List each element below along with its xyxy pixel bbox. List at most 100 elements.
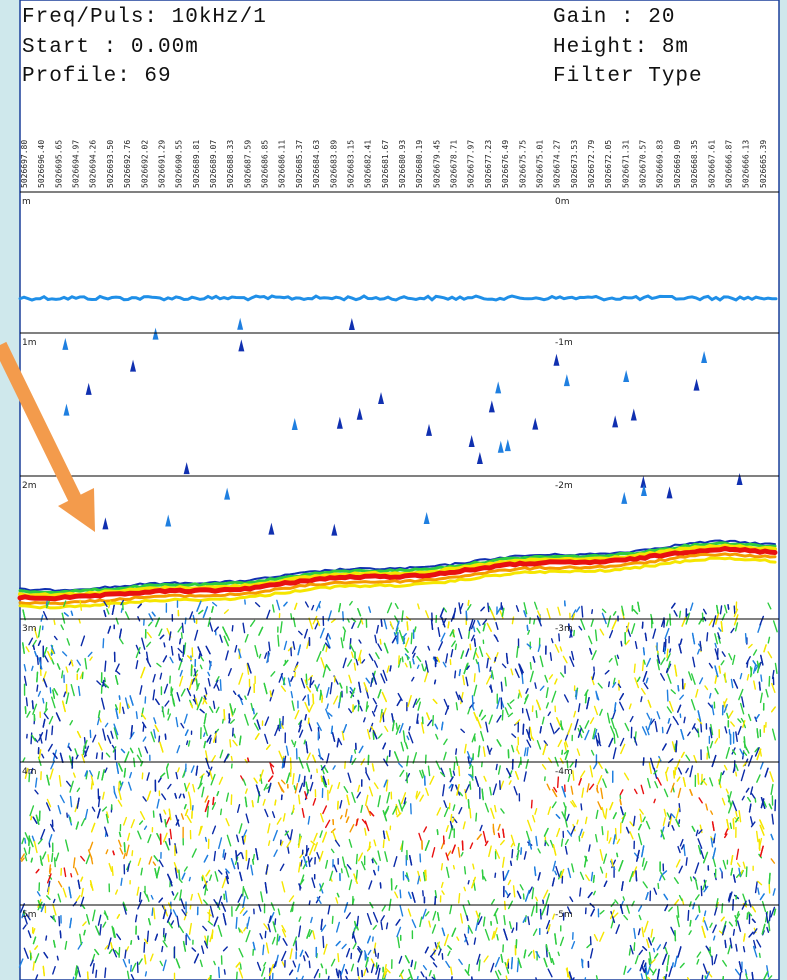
noise-echo	[399, 656, 400, 664]
coordinate-label: 5026673.53	[570, 140, 579, 188]
noise-echo	[37, 685, 38, 691]
noise-echo	[278, 635, 279, 646]
noise-echo	[223, 719, 224, 723]
noise-echo	[25, 839, 26, 843]
noise-echo	[501, 682, 502, 691]
coordinate-label: 5026676.49	[501, 140, 510, 188]
noise-echo	[60, 931, 61, 938]
noise-echo	[243, 887, 244, 896]
noise-echo	[121, 609, 122, 613]
noise-echo	[645, 969, 646, 973]
noise-echo	[221, 809, 222, 814]
noise-echo	[168, 709, 169, 714]
height: Height: 8m	[553, 36, 689, 59]
noise-echo	[670, 649, 671, 652]
noise-echo	[183, 794, 184, 797]
depth-label-right: -1m	[555, 338, 573, 348]
noise-echo	[490, 667, 491, 671]
noise-echo	[674, 771, 675, 778]
noise-echo	[567, 968, 568, 977]
noise-echo	[641, 697, 642, 702]
noise-echo	[621, 641, 622, 645]
noise-echo	[688, 911, 689, 921]
depth-label-right: -5m	[555, 910, 573, 920]
sonar-window: m0m1m-1m2m-2m3m-3m4m-4m5m-5m 5026697.805…	[0, 0, 787, 980]
noise-echo	[96, 970, 97, 977]
noise-echo	[380, 639, 381, 644]
noise-echo	[474, 627, 475, 632]
noise-echo	[378, 953, 379, 958]
coordinate-label: 5026672.05	[604, 140, 613, 188]
coordinate-label: 5026672.79	[587, 140, 596, 188]
noise-echo	[143, 725, 144, 732]
noise-echo	[496, 764, 497, 769]
noise-echo	[275, 800, 276, 805]
coordinate-label: 5026671.31	[621, 140, 630, 188]
noise-echo	[733, 930, 734, 936]
coordinate-label: 5026694.97	[72, 140, 81, 188]
noise-echo	[455, 671, 456, 678]
coordinate-label: 5026675.01	[535, 140, 544, 188]
coordinate-label: 5026674.27	[553, 140, 562, 188]
noise-echo	[293, 805, 294, 812]
noise-echo	[703, 918, 704, 922]
noise-echo	[31, 816, 32, 819]
noise-echo	[698, 774, 699, 784]
coordinate-label: 5026678.71	[450, 140, 459, 188]
noise-echo	[338, 970, 339, 977]
noise-echo	[236, 918, 237, 929]
noise-echo	[46, 601, 47, 605]
noise-echo	[132, 851, 133, 856]
noise-echo	[680, 611, 681, 617]
noise-echo	[470, 644, 471, 649]
noise-echo	[252, 801, 253, 807]
coordinate-label: 5026669.83	[656, 140, 665, 188]
noise-echo	[253, 709, 254, 714]
noise-echo	[536, 711, 537, 718]
noise-echo	[55, 858, 56, 867]
noise-echo	[769, 873, 770, 883]
noise-echo	[459, 894, 460, 903]
coordinate-label: 5026683.89	[329, 140, 338, 188]
noise-echo	[407, 773, 408, 783]
noise-echo	[31, 858, 32, 862]
noise-echo	[179, 870, 180, 880]
noise-echo	[309, 961, 310, 967]
noise-echo	[736, 772, 737, 776]
noise-echo	[725, 673, 726, 682]
coordinate-label: 5026693.50	[106, 140, 115, 188]
noise-echo	[164, 643, 165, 647]
noise-echo	[746, 634, 747, 643]
noise-echo	[512, 850, 513, 858]
noise-echo	[120, 703, 121, 713]
depth-label-left: 5m	[22, 910, 37, 920]
noise-echo	[308, 695, 309, 705]
noise-echo	[407, 656, 408, 660]
coordinate-label: 5026675.75	[518, 140, 527, 188]
noise-echo	[576, 760, 577, 767]
noise-echo	[719, 666, 720, 673]
noise-echo	[435, 897, 436, 905]
noise-echo	[409, 727, 410, 730]
noise-echo	[744, 947, 745, 952]
noise-echo	[224, 970, 225, 974]
noise-echo	[275, 919, 276, 925]
noise-echo	[472, 696, 473, 706]
coordinate-label: 5026691.29	[157, 140, 166, 188]
noise-echo	[263, 945, 264, 954]
noise-echo	[760, 953, 761, 957]
noise-echo	[614, 735, 615, 744]
coordinate-label: 5026696.40	[37, 140, 46, 188]
noise-echo	[667, 649, 668, 657]
noise-echo	[383, 713, 384, 722]
noise-echo	[581, 804, 582, 810]
noise-echo	[290, 758, 291, 769]
coordinate-label: 5026686.11	[278, 140, 287, 188]
coordinate-label: 5026694.26	[89, 140, 98, 188]
noise-echo	[219, 967, 220, 977]
noise-echo	[503, 872, 504, 881]
noise-echo	[105, 968, 106, 977]
coordinate-label: 5026681.67	[381, 140, 390, 188]
noise-echo	[224, 710, 225, 720]
noise-echo	[437, 830, 438, 835]
